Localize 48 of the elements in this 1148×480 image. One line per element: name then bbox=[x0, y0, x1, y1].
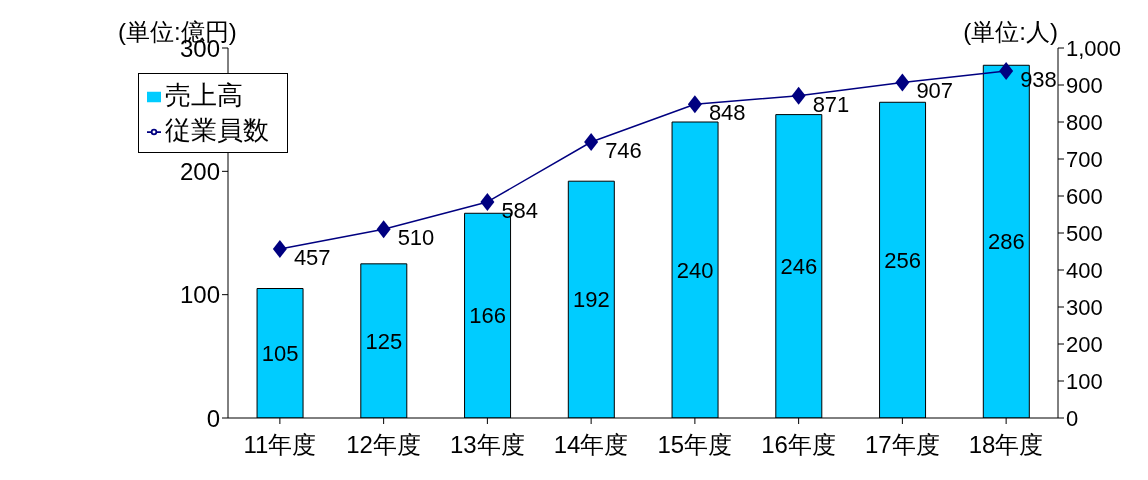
y2-tick-label: 900 bbox=[1066, 72, 1103, 98]
y2-tick-label: 800 bbox=[1066, 109, 1103, 135]
y-tick-label: 0 bbox=[206, 404, 220, 432]
data-label: 256 bbox=[884, 247, 921, 273]
data-label: 871 bbox=[812, 91, 850, 117]
point bbox=[272, 239, 287, 258]
point bbox=[791, 86, 806, 105]
y2-tick-label: 200 bbox=[1066, 331, 1103, 357]
point bbox=[687, 95, 702, 114]
data-label: 584 bbox=[501, 197, 539, 223]
legend-label: 従業員数 bbox=[165, 115, 269, 145]
data-label: 246 bbox=[780, 254, 818, 280]
x-tick-label: 17年度 bbox=[865, 431, 940, 459]
x-tick-label: 13年度 bbox=[450, 431, 525, 459]
data-label: 125 bbox=[365, 328, 403, 354]
y2-tick-label: 1,000 bbox=[1066, 35, 1122, 61]
y2-tick-label: 400 bbox=[1066, 257, 1103, 283]
x-tick-label: 12年度 bbox=[346, 431, 421, 459]
y2-tick-label: 0 bbox=[1066, 405, 1079, 431]
data-label: 457 bbox=[293, 244, 331, 270]
y2-axis-title: (単位:人) bbox=[963, 17, 1058, 47]
data-label: 192 bbox=[572, 287, 610, 313]
data-label: 240 bbox=[676, 257, 714, 283]
data-label: 166 bbox=[469, 303, 506, 329]
data-label: 848 bbox=[708, 100, 746, 126]
point bbox=[895, 73, 910, 92]
point bbox=[999, 61, 1014, 80]
y2-tick-label: 300 bbox=[1066, 294, 1103, 320]
legend-label: 売上高 bbox=[165, 80, 243, 110]
point bbox=[584, 132, 599, 151]
y2-tick-label: 100 bbox=[1066, 368, 1103, 394]
point bbox=[480, 192, 495, 211]
y2-tick-label: 700 bbox=[1066, 146, 1103, 172]
x-tick-label: 14年度 bbox=[553, 431, 629, 459]
y2-tick-label: 600 bbox=[1066, 183, 1103, 209]
data-label: 746 bbox=[605, 137, 642, 163]
x-tick-label: 18年度 bbox=[968, 431, 1044, 459]
data-label: 510 bbox=[397, 225, 435, 251]
y-tick-label: 100 bbox=[179, 281, 220, 309]
data-label: 907 bbox=[916, 78, 954, 104]
y2-tick-label: 500 bbox=[1066, 220, 1103, 246]
x-tick-label: 15年度 bbox=[657, 431, 733, 459]
point bbox=[376, 220, 391, 239]
x-tick-label: 11年度 bbox=[243, 431, 317, 459]
x-tick-label: 16年度 bbox=[761, 431, 836, 459]
data-label: 286 bbox=[987, 229, 1025, 255]
y-tick-label: 200 bbox=[179, 157, 220, 185]
data-label: 105 bbox=[261, 341, 299, 367]
